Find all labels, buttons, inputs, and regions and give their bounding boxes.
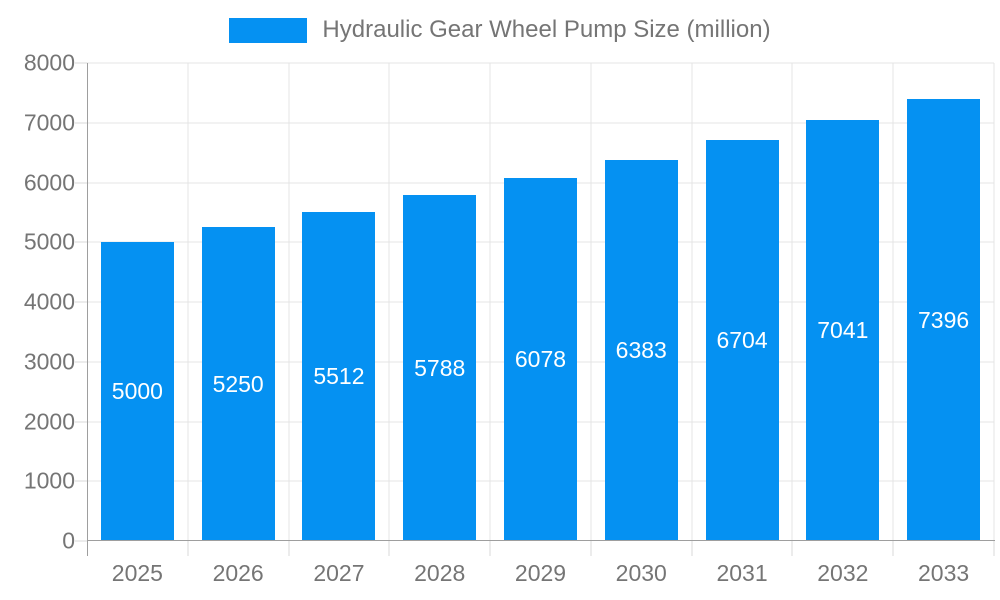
x-axis-labels: 2025 2026 2027 2028 2029 2030 2031 2032 2033 bbox=[87, 541, 994, 591]
x-axis-tick-label: 2030 bbox=[615, 560, 667, 586]
legend-label: Hydraulic Gear Wheel Pump Size (million) bbox=[322, 16, 771, 43]
bar-value-label: 6078 bbox=[514, 345, 567, 372]
gridline-horizontal bbox=[87, 122, 994, 124]
x-axis-tick bbox=[187, 541, 189, 556]
y-axis-tick-label: 4000 bbox=[23, 288, 75, 315]
bar-2030: 6383 bbox=[604, 159, 678, 541]
bar-2026: 5250 bbox=[201, 227, 275, 541]
bar-value-label: 6704 bbox=[716, 327, 768, 354]
legend-item[interactable]: Hydraulic Gear Wheel Pump Size (million) bbox=[229, 16, 771, 44]
y-axis-tick-label: 7000 bbox=[23, 109, 75, 136]
x-axis-tick bbox=[489, 541, 491, 556]
gridline-vertical bbox=[791, 63, 793, 541]
x-axis-tick bbox=[993, 541, 995, 556]
bar-2025: 5000 bbox=[100, 242, 174, 541]
gridline-vertical bbox=[590, 63, 592, 541]
x-axis-tick bbox=[590, 541, 592, 556]
bar-2028: 5788 bbox=[403, 195, 477, 541]
bar-2032: 7041 bbox=[806, 120, 880, 541]
y-axis-tick-label: 8000 bbox=[23, 49, 75, 76]
gridline-vertical bbox=[187, 63, 189, 541]
x-axis-tick bbox=[691, 541, 693, 556]
y-axis-tick-label: 1000 bbox=[23, 467, 75, 494]
y-axis-tick bbox=[75, 480, 87, 482]
y-axis-line bbox=[87, 63, 88, 556]
bar-2027: 5512 bbox=[302, 211, 376, 541]
gridline-vertical bbox=[489, 63, 491, 541]
bar-2031: 6704 bbox=[705, 140, 779, 541]
gridline-horizontal bbox=[87, 62, 994, 64]
y-axis-tick bbox=[75, 62, 87, 64]
y-axis-tick bbox=[75, 361, 87, 363]
gridline-vertical bbox=[993, 63, 995, 541]
y-axis-labels: 0 1000 2000 3000 4000 5000 6000 7000 8000 bbox=[0, 51, 75, 552]
x-axis-tick bbox=[892, 541, 894, 556]
bar-2029: 6078 bbox=[503, 177, 578, 541]
x-axis-tick-label: 2031 bbox=[716, 560, 768, 586]
gridline-vertical bbox=[288, 63, 290, 541]
bar-value-label: 5250 bbox=[212, 370, 264, 397]
gridline-vertical bbox=[892, 63, 894, 541]
legend-swatch-icon bbox=[229, 17, 308, 43]
x-axis-tick bbox=[791, 541, 793, 556]
plot-area: 5000 5250 5512 5788 6078 6383 6704 7041 7396 bbox=[75, 62, 995, 556]
x-axis-tick-label: 2025 bbox=[111, 560, 163, 586]
bar-value-label: 6383 bbox=[615, 336, 667, 363]
y-axis-tick bbox=[75, 122, 87, 124]
bar-value-label: 5788 bbox=[414, 354, 466, 381]
x-axis-tick bbox=[388, 541, 390, 556]
gridline-vertical bbox=[691, 63, 693, 541]
x-axis-line bbox=[87, 540, 995, 541]
y-axis-tick-label: 5000 bbox=[23, 228, 75, 255]
y-axis-tick-label: 2000 bbox=[23, 408, 75, 434]
y-axis-tick bbox=[75, 241, 87, 243]
x-axis-tick-label: 2032 bbox=[817, 560, 869, 586]
bar-value-label: 5000 bbox=[111, 378, 163, 405]
bar-value-label: 5512 bbox=[313, 362, 365, 389]
y-axis-tick bbox=[75, 421, 87, 422]
x-axis-tick-label: 2027 bbox=[313, 560, 365, 586]
y-axis-tick bbox=[75, 540, 87, 542]
x-axis-tick bbox=[288, 541, 290, 556]
bar-value-label: 7041 bbox=[817, 317, 869, 344]
y-axis-tick-label: 6000 bbox=[23, 169, 75, 195]
x-axis-tick-label: 2033 bbox=[918, 560, 970, 586]
x-axis-tick-label: 2026 bbox=[212, 560, 264, 586]
gridline-vertical bbox=[388, 63, 390, 541]
x-axis-tick-label: 2028 bbox=[414, 560, 466, 586]
bar-2033: 7396 bbox=[907, 99, 981, 541]
bar-value-label: 7396 bbox=[918, 306, 970, 333]
y-axis-tick-label: 0 bbox=[62, 527, 75, 554]
y-axis-tick bbox=[75, 301, 87, 303]
y-axis-tick bbox=[75, 182, 87, 183]
legend: Hydraulic Gear Wheel Pump Size (million) bbox=[0, 16, 1000, 44]
x-axis-tick-label: 2029 bbox=[514, 560, 567, 586]
y-axis-tick-label: 3000 bbox=[23, 348, 75, 375]
